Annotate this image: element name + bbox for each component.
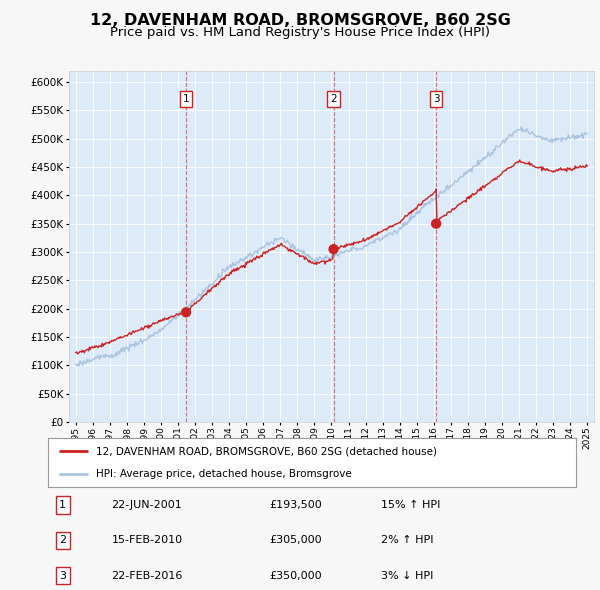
Text: 3: 3 bbox=[433, 94, 439, 104]
Text: 2: 2 bbox=[330, 94, 337, 104]
Text: 22-FEB-2016: 22-FEB-2016 bbox=[112, 571, 183, 581]
Point bbox=[329, 244, 338, 254]
Text: 15-FEB-2010: 15-FEB-2010 bbox=[112, 536, 182, 545]
Text: £193,500: £193,500 bbox=[270, 500, 323, 510]
Text: £350,000: £350,000 bbox=[270, 571, 322, 581]
Point bbox=[431, 219, 441, 228]
Text: 12, DAVENHAM ROAD, BROMSGROVE, B60 2SG: 12, DAVENHAM ROAD, BROMSGROVE, B60 2SG bbox=[89, 13, 511, 28]
Text: Price paid vs. HM Land Registry's House Price Index (HPI): Price paid vs. HM Land Registry's House … bbox=[110, 26, 490, 39]
Text: £305,000: £305,000 bbox=[270, 536, 322, 545]
Text: 3% ↓ HPI: 3% ↓ HPI bbox=[380, 571, 433, 581]
Text: 1: 1 bbox=[183, 94, 190, 104]
Text: 2% ↑ HPI: 2% ↑ HPI bbox=[380, 536, 433, 545]
Text: HPI: Average price, detached house, Bromsgrove: HPI: Average price, detached house, Brom… bbox=[95, 468, 351, 478]
Text: 15% ↑ HPI: 15% ↑ HPI bbox=[380, 500, 440, 510]
Text: 12, DAVENHAM ROAD, BROMSGROVE, B60 2SG (detached house): 12, DAVENHAM ROAD, BROMSGROVE, B60 2SG (… bbox=[95, 447, 437, 457]
Text: 3: 3 bbox=[59, 571, 66, 581]
Text: 2: 2 bbox=[59, 536, 67, 545]
Text: 1: 1 bbox=[59, 500, 66, 510]
Point bbox=[181, 307, 191, 317]
Text: 22-JUN-2001: 22-JUN-2001 bbox=[112, 500, 182, 510]
